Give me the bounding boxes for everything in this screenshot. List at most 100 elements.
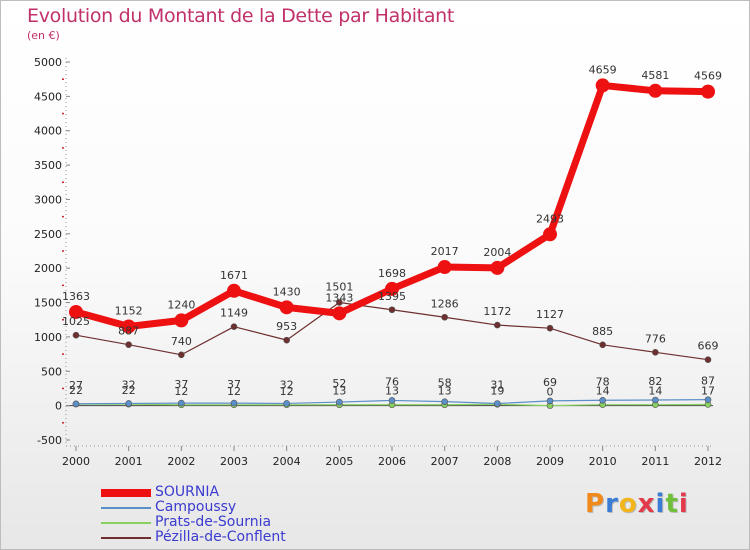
x-tick-label: 2001	[115, 455, 143, 468]
y-tick-label: 4500	[34, 90, 62, 103]
data-point-3	[178, 351, 185, 359]
data-point-3	[441, 313, 448, 321]
data-label-2: 0	[547, 386, 554, 399]
y-tick-label: 1000	[34, 331, 62, 344]
x-tick-label: 2000	[62, 455, 90, 468]
data-label-1: 32	[122, 378, 136, 391]
data-point-0	[490, 260, 505, 275]
data-point-0	[437, 260, 452, 275]
y-tick-label: -500	[37, 434, 62, 447]
x-tick-label: 2003	[220, 455, 248, 468]
data-point-0	[385, 281, 399, 296]
data-label-2: 12	[174, 385, 188, 398]
data-label-1: 52	[332, 377, 346, 390]
y-tick-label: 3500	[34, 159, 62, 172]
data-label-3: 1172	[483, 305, 511, 318]
data-point-1	[230, 399, 238, 407]
data-point-1	[599, 396, 606, 404]
data-label-0: 2493	[536, 212, 564, 225]
data-point-3	[494, 321, 501, 329]
legend-swatch	[101, 507, 151, 509]
data-label-2: 13	[438, 385, 452, 398]
data-point-0	[595, 78, 610, 93]
data-point-0	[121, 319, 136, 334]
data-label-3: 1286	[431, 297, 459, 310]
data-point-0	[174, 313, 189, 328]
x-tick-label: 2011	[641, 455, 669, 468]
data-point-3	[125, 341, 132, 348]
data-label-1: 87	[701, 375, 715, 388]
y-tick-label: 5000	[34, 56, 62, 69]
data-point-3	[230, 323, 238, 330]
data-label-0: 1152	[115, 304, 143, 317]
data-point-0	[227, 283, 241, 298]
data-point-0	[701, 84, 715, 99]
data-label-0: 1363	[62, 290, 90, 303]
data-label-1: 78	[596, 375, 610, 388]
data-point-3	[704, 356, 712, 363]
data-label-0: 1698	[378, 267, 406, 280]
data-label-2: 14	[596, 385, 610, 398]
data-point-1	[546, 397, 554, 405]
data-label-2: 13	[332, 385, 346, 398]
data-label-3: 887	[118, 325, 139, 338]
y-tick-label: 0	[55, 400, 62, 413]
data-point-0	[543, 227, 557, 242]
data-label-0: 1430	[273, 285, 301, 298]
data-point-3	[546, 324, 554, 332]
data-point-1	[283, 400, 290, 407]
data-label-1: 27	[69, 379, 83, 392]
chart-unit-label: (en €)	[27, 29, 60, 42]
y-tick-label: 2500	[34, 228, 62, 241]
data-label-1: 32	[280, 378, 294, 391]
data-point-1	[178, 399, 185, 407]
data-label-0: 2017	[431, 245, 459, 258]
data-label-0: 2004	[483, 246, 511, 259]
data-label-2: 12	[227, 385, 241, 398]
data-label-1: 58	[438, 377, 452, 390]
data-label-0: 1343	[325, 291, 353, 304]
data-point-1	[388, 397, 396, 404]
data-label-1: 82	[648, 375, 662, 388]
x-tick-label: 2012	[694, 455, 722, 468]
data-point-1	[72, 400, 80, 408]
legend-label: Campoussy	[155, 499, 237, 515]
data-label-2: 17	[701, 384, 715, 397]
y-tick-label: 1500	[34, 297, 62, 310]
data-label-3: 1149	[220, 307, 248, 320]
data-point-0	[69, 304, 83, 319]
data-label-3: 740	[171, 335, 192, 348]
data-label-3: 1395	[378, 290, 406, 303]
data-point-1	[704, 396, 712, 403]
legend-swatch	[101, 522, 151, 524]
proxiti-logo: Proxiti	[585, 489, 689, 519]
data-label-3: 953	[276, 320, 297, 333]
x-tick-label: 2004	[273, 455, 301, 468]
data-label-1: 69	[543, 376, 557, 389]
data-point-3	[599, 341, 606, 349]
data-point-1	[441, 398, 448, 405]
data-point-1	[494, 400, 501, 407]
data-label-3: 1025	[62, 315, 90, 328]
x-tick-label: 2009	[536, 455, 564, 468]
legend-label: Prats-de-Sournia	[155, 514, 272, 530]
data-point-0	[648, 83, 663, 98]
x-tick-label: 2008	[483, 455, 511, 468]
data-label-0: 1240	[167, 298, 195, 311]
data-point-1	[336, 398, 343, 406]
x-tick-label: 2010	[589, 455, 617, 468]
y-tick-label: 3000	[34, 193, 62, 206]
data-label-3: 1127	[536, 308, 564, 321]
data-label-1: 76	[385, 375, 399, 388]
data-label-0: 4581	[641, 69, 669, 82]
data-point-1	[652, 396, 659, 404]
data-label-1: 37	[227, 378, 241, 391]
data-label-2: 22	[69, 384, 83, 397]
data-label-3: 1501	[325, 280, 353, 293]
data-label-3: 669	[698, 340, 719, 353]
legend-swatch	[101, 537, 151, 539]
data-label-2: 19	[490, 384, 504, 397]
data-point-3	[388, 306, 396, 314]
